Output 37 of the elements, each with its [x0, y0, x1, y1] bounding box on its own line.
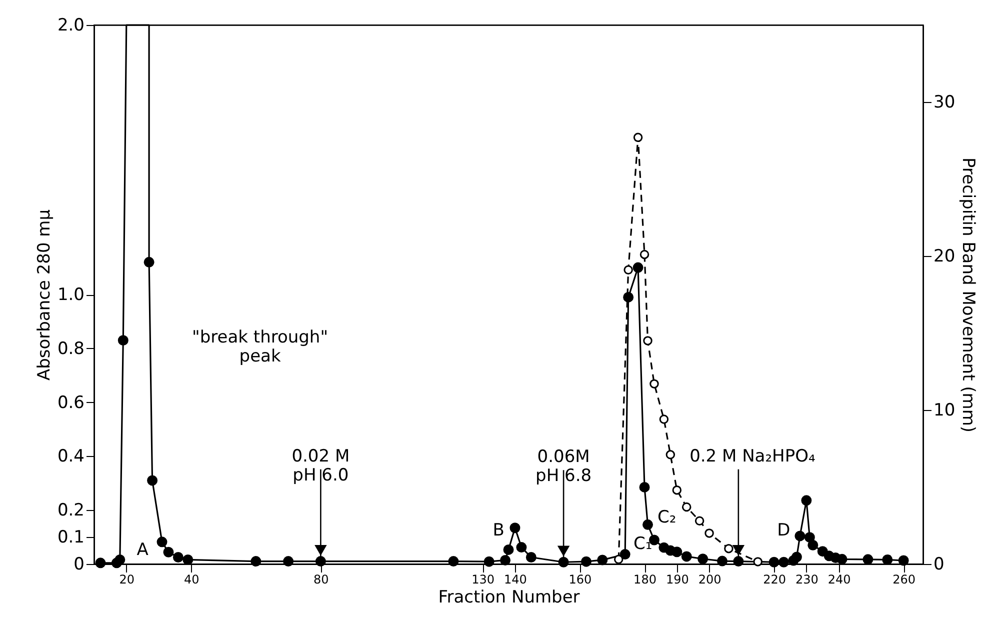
y-tick-label: 0.6 [57, 392, 84, 413]
annotation: D [777, 520, 790, 541]
y2-tick-label: 0 [934, 554, 944, 574]
x-tick-label: 160 [568, 572, 592, 586]
y-axis-title: Absorbance 280 mμ [34, 209, 54, 381]
y-tick-label: 0.4 [57, 446, 84, 467]
annotation: "break through" peak [192, 327, 328, 366]
y2-tick-label: 10 [934, 400, 956, 420]
x-tick-label: 200 [698, 572, 722, 586]
y2-axis-title: Precipitin Band Movement (mm) [958, 157, 978, 433]
annotation: 0.02 M pH 6.0 [292, 446, 350, 486]
x-tick-label: 180 [634, 572, 656, 586]
y-tick-label: 1.0 [57, 285, 84, 305]
x-tick-label: 20 [119, 572, 135, 586]
x-tick-label: 80 [314, 572, 329, 586]
x-tick-label: 130 [472, 572, 495, 586]
y2-tick-label: 20 [934, 246, 956, 266]
x-tick-label: 40 [184, 572, 200, 586]
y-tick-label: 0.8 [57, 338, 84, 359]
annotation: 0.2 M Na₂HPO₄ [690, 446, 816, 466]
y-tick-label: 0 [74, 554, 84, 574]
y-tick-label: 2.0 [57, 16, 84, 36]
x-tick-label: 220 [763, 572, 786, 586]
annotation: 0.06M pH 6.8 [536, 447, 592, 486]
x-tick-label: 230 [795, 572, 818, 586]
y-tick-label: 0.1 [57, 528, 84, 548]
x-tick-label: 140 [504, 572, 527, 586]
annotation: C₂ [657, 507, 676, 528]
x-tick-label: 260 [892, 572, 916, 586]
annotation: B [492, 520, 504, 541]
y-tick-label: 0.2 [57, 500, 84, 521]
y2-tick-label: 30 [934, 92, 956, 112]
annotation: C₁ [633, 534, 652, 554]
x-tick-label: 190 [666, 572, 689, 586]
annotation: A [136, 540, 149, 560]
x-axis-title: Fraction Number [438, 588, 580, 608]
x-tick-label: 240 [828, 572, 851, 586]
